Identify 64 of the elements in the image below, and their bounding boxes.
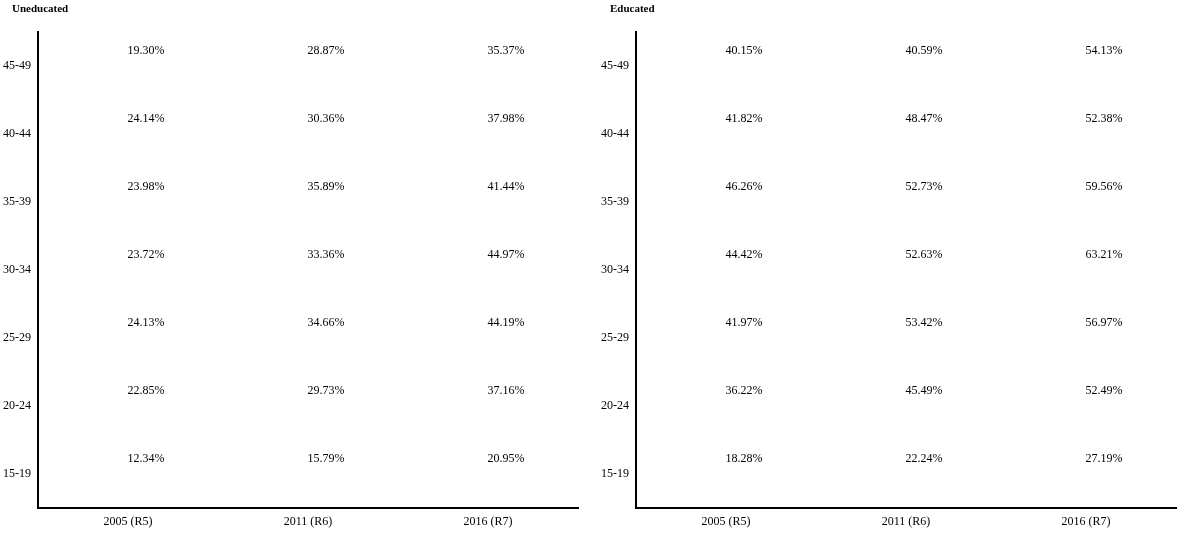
- data-label: 35.89%: [307, 179, 345, 194]
- y-tick-label: 45-49: [3, 58, 31, 73]
- data-label: 41.44%: [487, 179, 525, 194]
- data-label: 24.13%: [127, 315, 165, 330]
- data-label: 33.36%: [307, 247, 345, 262]
- x-tick-label: 2016 (R7): [463, 513, 513, 528]
- data-label: 44.42%: [725, 247, 763, 262]
- chart-title: Uneducated: [12, 2, 69, 14]
- y-tick-label: 40-44: [3, 126, 31, 141]
- data-label: 24.14%: [127, 111, 165, 126]
- y-tick-label: 20-24: [601, 397, 629, 412]
- data-label: 59.56%: [1085, 179, 1123, 194]
- data-label: 41.82%: [725, 111, 763, 126]
- data-label: 37.16%: [487, 382, 525, 397]
- data-label: 23.72%: [127, 247, 165, 262]
- x-tick-label: 2011 (R6): [881, 513, 931, 528]
- data-label: 36.22%: [725, 382, 763, 397]
- y-tick-label: 30-34: [3, 262, 31, 277]
- data-label: 18.28%: [725, 450, 763, 465]
- data-label: 19.30%: [127, 43, 165, 58]
- y-tick-label: 20-24: [3, 397, 31, 412]
- y-tick-label: 35-39: [3, 194, 31, 209]
- data-label: 23.98%: [127, 179, 165, 194]
- data-label: 52.63%: [905, 247, 943, 262]
- data-label: 45.49%: [905, 382, 943, 397]
- data-label: 12.34%: [127, 450, 165, 465]
- data-label: 40.15%: [725, 43, 763, 58]
- data-label: 34.66%: [307, 315, 345, 330]
- data-label: 29.73%: [307, 382, 345, 397]
- data-label: 15.79%: [307, 450, 345, 465]
- data-label: 22.24%: [905, 450, 943, 465]
- y-tick-label: 30-34: [601, 262, 629, 277]
- data-label: 52.49%: [1085, 382, 1123, 397]
- chart-title: Educated: [610, 2, 655, 14]
- data-label: 48.47%: [905, 111, 943, 126]
- x-tick-label: 2005 (R5): [103, 513, 153, 528]
- y-tick-label: 15-19: [3, 465, 31, 480]
- data-label: 20.95%: [487, 450, 525, 465]
- data-label: 54.13%: [1085, 43, 1123, 58]
- y-tick-label: 45-49: [601, 58, 629, 73]
- x-tick-label: 2011 (R6): [283, 513, 333, 528]
- data-label: 40.59%: [905, 43, 943, 58]
- data-label: 44.97%: [487, 247, 525, 262]
- y-tick-label: 35-39: [601, 194, 629, 209]
- data-label: 35.37%: [487, 43, 525, 58]
- data-label: 44.19%: [487, 315, 525, 330]
- y-tick-label: 15-19: [601, 465, 629, 480]
- x-tick-label: 2005 (R5): [701, 513, 751, 528]
- y-tick-label: 40-44: [601, 126, 629, 141]
- data-label: 41.97%: [725, 315, 763, 330]
- x-tick-label: 2016 (R7): [1061, 513, 1111, 528]
- data-label: 52.73%: [905, 179, 943, 194]
- data-label: 52.38%: [1085, 111, 1123, 126]
- data-label: 28.87%: [307, 43, 345, 58]
- y-tick-label: 25-29: [601, 329, 629, 344]
- data-label: 37.98%: [487, 111, 525, 126]
- data-label: 63.21%: [1085, 247, 1123, 262]
- data-label: 27.19%: [1085, 450, 1123, 465]
- data-label: 46.26%: [725, 179, 763, 194]
- data-label: 53.42%: [905, 315, 943, 330]
- data-label: 30.36%: [307, 111, 345, 126]
- data-label: 22.85%: [127, 382, 165, 397]
- data-label: 56.97%: [1085, 315, 1123, 330]
- y-tick-label: 25-29: [3, 329, 31, 344]
